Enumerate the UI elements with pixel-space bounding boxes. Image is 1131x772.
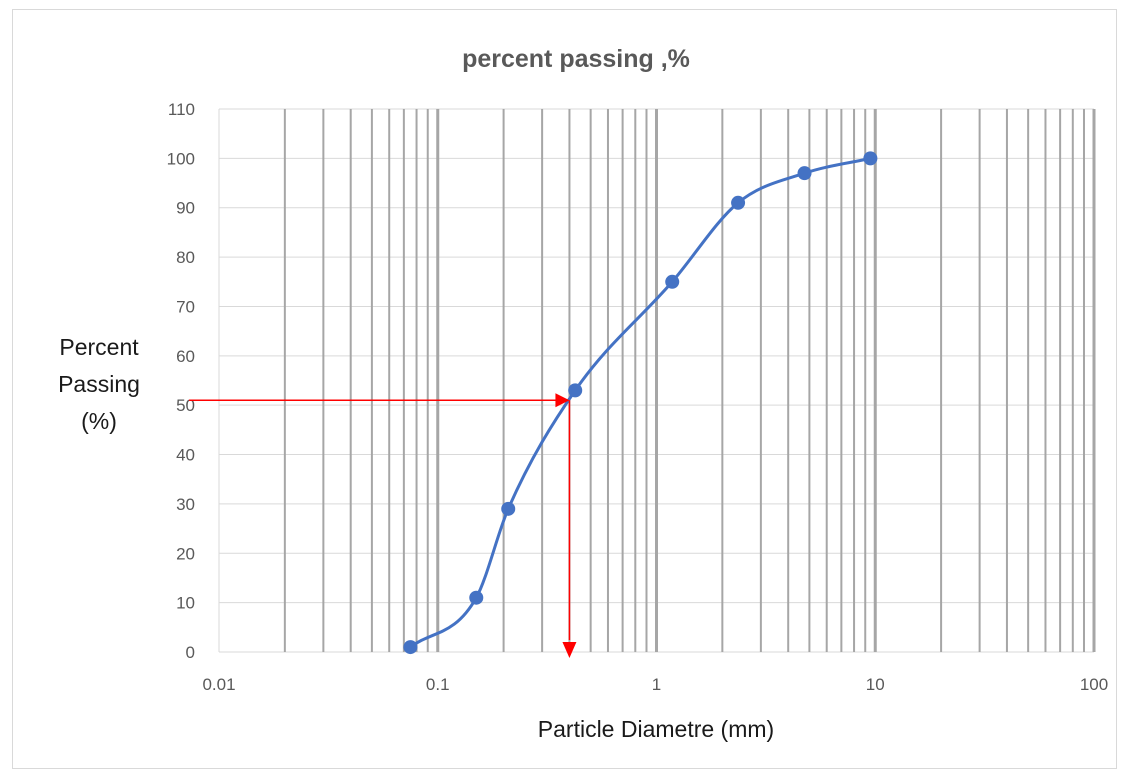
- y-tick-labels: 0 10 20 30 40 50 60 70 80 90 100 110: [167, 100, 195, 662]
- y-tick-label: 100: [167, 149, 195, 168]
- y-tick-label: 110: [168, 100, 195, 119]
- y-axis-label-line: (%): [81, 408, 117, 434]
- x-tick-label: 100: [1080, 675, 1108, 694]
- data-point: [863, 151, 878, 166]
- y-tick-label: 80: [176, 248, 195, 267]
- x-axis-label: Particle Diametre (mm): [538, 716, 774, 742]
- series-path: [409, 156, 871, 649]
- y-tick-label: 50: [176, 396, 195, 415]
- data-point: [731, 195, 746, 210]
- y-tick-label: 30: [176, 495, 195, 514]
- data-point: [568, 383, 583, 398]
- data-point: [403, 640, 418, 655]
- y-tick-label: 20: [176, 544, 195, 563]
- d50-vertical-arrowhead: [562, 642, 577, 658]
- y-tick-label: 10: [176, 594, 195, 613]
- data-point: [501, 501, 516, 516]
- data-point: [665, 274, 680, 289]
- y-tick-label: 70: [176, 297, 195, 316]
- x-tick-label: 1: [652, 675, 661, 694]
- y-tick-label: 40: [176, 446, 195, 465]
- data-point: [469, 590, 484, 605]
- data-points: [403, 151, 878, 655]
- d50-annotation: [189, 393, 577, 658]
- series-line: [409, 156, 871, 649]
- y-tick-label: 0: [186, 643, 195, 662]
- d50-horizontal-arrowhead: [555, 393, 570, 408]
- y-axis-label-line: Passing: [58, 371, 140, 397]
- chart-title: percent passing ,%: [462, 45, 690, 73]
- data-point: [797, 166, 812, 181]
- grid: [218, 108, 1096, 653]
- x-tick-labels: 0.01 0.1 1 10 100: [202, 675, 1108, 694]
- x-tick-label: 0.1: [426, 675, 450, 694]
- x-tick-label: 10: [866, 675, 885, 694]
- y-axis-label-line: Percent: [59, 334, 139, 360]
- y-axis-label: Percent Passing (%): [58, 334, 140, 434]
- y-tick-label: 90: [176, 199, 195, 218]
- y-tick-label: 60: [176, 347, 195, 366]
- x-tick-label: 0.01: [202, 675, 235, 694]
